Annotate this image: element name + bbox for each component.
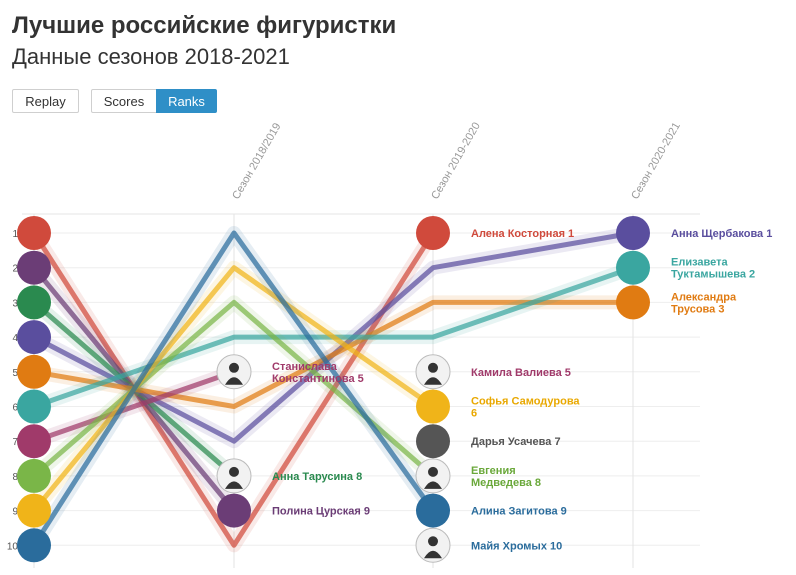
skater-label-line: Станислава (272, 361, 338, 373)
skater-label-line: Алена Косторная 1 (471, 228, 574, 240)
skater-label-line: Елизавета (671, 257, 729, 269)
skater-label: Алина Загитова 9 (471, 506, 567, 518)
rank-marker (416, 424, 450, 459)
rank-tick-label: 6 (12, 403, 18, 414)
rank-tick-label: 3 (12, 298, 18, 309)
skater-label-line: Полина Цурская 9 (272, 506, 370, 518)
rank-tick-label: 7 (12, 437, 18, 448)
skater-label-line: Туктамышева 2 (671, 269, 755, 281)
season-column-label: Сезон 2019-2020 (429, 121, 483, 202)
skater-label: Александра Трусова 3 (671, 291, 737, 315)
skater-label: Анна Щербакова 1 (671, 228, 772, 240)
chart-subtitle: Данные сезонов 2018-2021 (12, 44, 290, 69)
season-column-label: Сезон 2020-2021 (629, 121, 683, 202)
rank-marker (17, 216, 51, 250)
skater-label-line: Софья Самодурова (471, 396, 580, 408)
skater-photo-body (424, 481, 442, 489)
skater-label-line: Анна Тарусина 8 (272, 471, 362, 483)
rank-marker (416, 389, 450, 424)
series-line (31, 265, 436, 514)
skater-photo-head (428, 466, 438, 477)
skater-label: Евгения Медведева 8 (471, 465, 541, 489)
season-column-label: Сезон 2018/2019 (230, 121, 283, 201)
skater-label: Станислава Константинова 5 (272, 361, 364, 385)
rank-marker (616, 216, 650, 250)
rank-marker (416, 493, 450, 528)
skater-label-line: Евгения (471, 465, 516, 477)
rank-marker (616, 250, 650, 285)
skater-label-line: Камила Валиева 5 (471, 367, 571, 379)
skater-label-line: Майя Хромых 10 (471, 540, 562, 552)
skater-photo-body (225, 481, 243, 489)
rank-tick-label: 8 (12, 472, 18, 483)
ranks-toggle-button[interactable]: Ranks (156, 89, 217, 113)
rank-tick-label: 2 (12, 264, 18, 275)
rank-marker (17, 354, 51, 389)
skater-label: Майя Хромых 10 (471, 540, 562, 552)
skater-photo-head (428, 536, 438, 547)
rank-marker (17, 493, 51, 528)
skater-label: Софья Самодурова 6 (471, 396, 580, 420)
rank-tick-label: 1 (12, 229, 18, 240)
skater-photo-body (424, 377, 442, 385)
rank-marker (17, 458, 51, 493)
rank-marker (17, 250, 51, 285)
skater-label-line: Медведева 8 (471, 477, 541, 489)
skater-label: Полина Цурская 9 (272, 506, 370, 518)
rank-marker (217, 493, 251, 528)
series-line (31, 369, 237, 444)
skater-photo-head (428, 362, 438, 373)
skater-label-line: Константинова 5 (272, 373, 364, 385)
skater-photo-body (225, 377, 243, 385)
skater-photo-head (229, 466, 239, 477)
rank-marker (17, 389, 51, 424)
scores-toggle-button[interactable]: Scores (91, 89, 157, 113)
skater-photo-body (424, 550, 442, 559)
rank-marker (17, 320, 51, 355)
rank-tick-label: 4 (12, 333, 18, 344)
skater-label: Дарья Усачева 7 (471, 436, 561, 448)
series-line (31, 230, 436, 548)
skater-label-line: Анна Щербакова 1 (671, 228, 772, 240)
rank-tick-label: 5 (12, 368, 18, 379)
rank-tick-label: 10 (7, 541, 19, 552)
skater-label-line: Алина Загитова 9 (471, 506, 567, 518)
skater-label-line: Дарья Усачева 7 (471, 436, 561, 448)
rank-marker (616, 285, 650, 320)
rank-marker (17, 424, 51, 459)
rank-marker (17, 528, 51, 563)
skater-label: Елизавета Туктамышева 2 (671, 257, 755, 281)
skater-label: Алена Косторная 1 (471, 228, 574, 240)
rank-marker (416, 216, 450, 250)
skater-photo-head (229, 362, 239, 373)
chart-title: Лучшие российские фигуристки (12, 12, 397, 39)
skater-label-line: Трусова 3 (671, 303, 724, 315)
skater-label-line: 6 (471, 408, 477, 420)
replay-button[interactable]: Replay (12, 89, 79, 113)
rank-marker (17, 285, 51, 320)
rank-tick-label: 9 (12, 507, 18, 518)
skater-label-line: Александра (671, 291, 737, 303)
skater-label: Камила Валиева 5 (471, 367, 571, 379)
skater-label: Анна Тарусина 8 (272, 471, 362, 483)
